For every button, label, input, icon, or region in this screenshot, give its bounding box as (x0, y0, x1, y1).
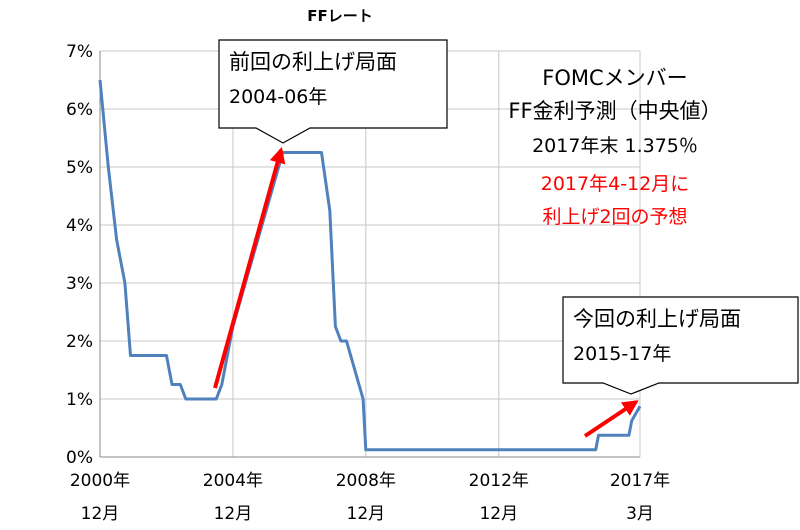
trend-arrows (213, 146, 639, 438)
y-tick-label: 6% (66, 100, 93, 120)
fomc-line-5: 利上げ2回の予想 (542, 206, 687, 228)
y-tick-label: 0% (66, 448, 93, 468)
x-tick-month: 12月 (81, 504, 120, 524)
x-tick-year: 2008年 (336, 471, 396, 491)
callout-2004-box (218, 39, 448, 144)
fomc-line-1: FOMCメンバー (542, 66, 687, 90)
arrow-2004 (213, 146, 286, 389)
y-tick-label: 4% (66, 216, 93, 236)
x-tick-month: 12月 (347, 504, 386, 524)
y-tick-labels: 0% 1% 2% 3% 4% 5% 6% 7% (66, 42, 93, 468)
callout-2015-line-1: 今回の利上げ局面 (573, 307, 741, 331)
y-tick-label: 5% (66, 158, 93, 178)
fomc-line-3: 2017年末 1.375％ (532, 135, 698, 157)
y-tick-label: 1% (66, 390, 93, 410)
x-tick-labels: 2000年 12月 2004年 12月 2008年 12月 2012年 12月 2017年 3月 (70, 471, 670, 524)
fomc-annotation: FOMCメンバー FF金利予測（中央値） 2017年末 1.375％ 2017年… (508, 66, 721, 228)
x-tick-year: 2000年 (70, 471, 130, 491)
callout-2015-line-2: 2015-17年 (573, 343, 671, 365)
x-tick-year: 2017年 (610, 471, 670, 491)
fomc-line-4: 2017年4-12月に (541, 173, 689, 195)
x-tick-month: 12月 (214, 504, 253, 524)
callout-2015-box (562, 296, 799, 395)
y-tick-label: 2% (66, 332, 93, 352)
arrow-2015 (583, 400, 639, 438)
x-tick-year: 2012年 (469, 471, 529, 491)
y-tick-label: 3% (66, 274, 93, 294)
x-tick-month: 12月 (479, 504, 518, 524)
x-tick-month: 3月 (626, 504, 654, 524)
callout-2004-line-1: 前回の利上げ局面 (229, 50, 397, 74)
x-tick-year: 2004年 (203, 471, 263, 491)
chart-title: FFレート (307, 7, 373, 25)
y-tick-label: 7% (66, 42, 93, 62)
fomc-line-2: FF金利予測（中央値） (508, 99, 721, 123)
callout-2004-line-2: 2004-06年 (229, 86, 327, 108)
